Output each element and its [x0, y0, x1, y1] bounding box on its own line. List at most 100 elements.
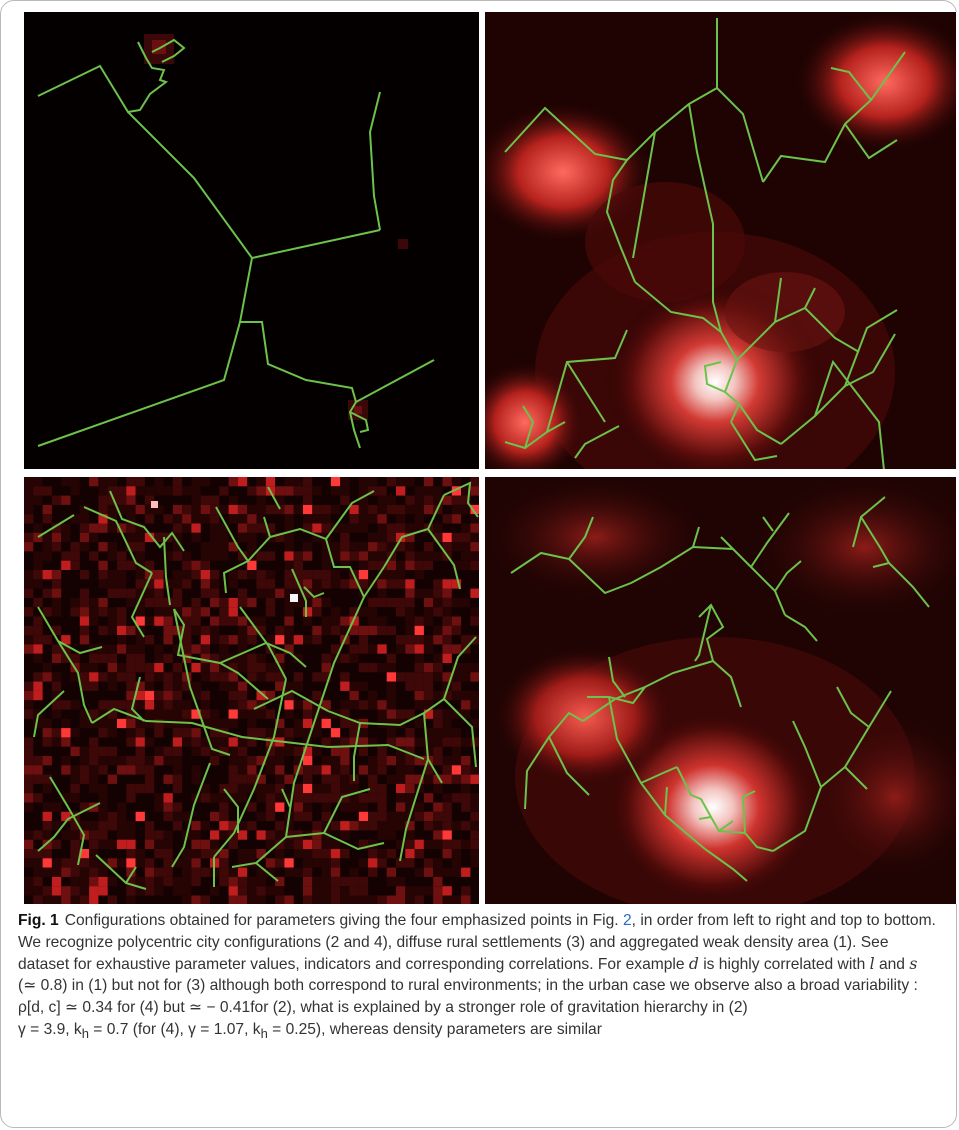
density-cell	[107, 477, 117, 487]
density-cell	[368, 821, 378, 831]
figure-reference-link[interactable]: 2	[622, 912, 632, 929]
density-cell	[423, 793, 434, 803]
density-cell	[368, 616, 378, 626]
density-cell	[172, 477, 183, 487]
density-cell	[210, 709, 220, 719]
density-cell	[451, 672, 462, 682]
density-cell	[358, 746, 369, 756]
density-cell	[117, 625, 127, 636]
density-cell	[330, 746, 341, 756]
density-cell	[70, 783, 80, 794]
density-cell	[303, 495, 313, 505]
density-cell	[210, 495, 220, 505]
density-cell	[144, 495, 155, 505]
density-cell	[414, 849, 424, 859]
density-cell	[265, 551, 276, 561]
caption-text: and	[874, 955, 910, 973]
density-cell	[312, 570, 322, 580]
road-network	[504, 18, 906, 469]
figure-caption: Fig. 1 Configurations obtained for parame…	[18, 910, 938, 1045]
density-cell	[275, 895, 285, 904]
density-cell	[33, 477, 43, 487]
density-cell	[265, 839, 276, 849]
density-cell	[126, 542, 136, 552]
density-cell	[219, 821, 229, 831]
density-cell	[191, 765, 201, 775]
density-cell	[386, 504, 396, 515]
density-cell	[386, 653, 396, 663]
density-cell	[377, 830, 387, 840]
density-cell	[423, 560, 434, 570]
density-cell	[470, 486, 479, 496]
density-cell	[61, 858, 71, 868]
density-cell	[405, 504, 415, 515]
density-cell	[303, 588, 313, 598]
density-cell	[405, 635, 415, 645]
density-cell	[79, 504, 90, 515]
density-cell	[191, 477, 201, 487]
density-cell	[386, 542, 396, 552]
density-cell	[51, 672, 62, 682]
density-cell	[33, 625, 43, 636]
density-cell	[89, 867, 99, 877]
density-cell	[61, 477, 71, 487]
density-cell	[358, 607, 369, 617]
density-cell	[321, 802, 331, 812]
density-cell	[303, 811, 313, 822]
density-cell	[70, 746, 80, 756]
density-cell	[126, 514, 136, 524]
density-cell	[247, 700, 257, 710]
density-cell	[321, 523, 331, 533]
density-cell	[219, 551, 229, 561]
density-cell	[200, 504, 210, 515]
density-cell	[293, 811, 303, 822]
density-cell	[386, 849, 396, 859]
density-cell	[61, 718, 71, 729]
density-cell	[154, 876, 164, 887]
density-cell	[293, 783, 303, 794]
density-cell	[237, 625, 248, 636]
density-cell	[144, 588, 155, 598]
density-cell	[442, 514, 452, 524]
density-cell	[42, 858, 52, 868]
density-cell	[330, 486, 341, 496]
density-cell	[247, 737, 257, 747]
density-cell	[107, 774, 117, 784]
density-cell	[349, 653, 359, 663]
density-cell	[98, 504, 108, 515]
density-cell	[191, 876, 201, 887]
density-cell	[349, 793, 359, 803]
caption-formula-gamma: γ = 3.9, k	[18, 1020, 82, 1038]
density-cell	[98, 811, 108, 822]
density-cell	[89, 532, 99, 543]
density-cell	[144, 616, 155, 626]
density-cell	[182, 504, 192, 515]
density-cell	[144, 560, 155, 570]
density-cell	[98, 783, 108, 794]
density-cell	[461, 886, 471, 896]
density-cell	[414, 737, 424, 747]
density-cell	[154, 616, 164, 626]
density-cell	[442, 821, 452, 831]
density-peak	[755, 477, 956, 617]
density-cell	[24, 709, 34, 719]
density-cell	[284, 532, 294, 543]
density-cell	[237, 895, 248, 904]
density-cell	[312, 830, 322, 840]
density-cell	[349, 681, 359, 691]
density-cell	[256, 514, 266, 524]
density-cell	[247, 821, 257, 831]
density-cell	[144, 579, 155, 589]
density-cell	[284, 690, 294, 701]
density-cell	[210, 542, 220, 552]
density-cell	[396, 709, 406, 719]
density-cell	[107, 588, 117, 598]
density-cell	[61, 728, 71, 738]
density-cell	[377, 523, 387, 533]
density-cell	[358, 793, 369, 803]
density-cell	[423, 811, 434, 822]
density-cell	[358, 560, 369, 570]
density-cell	[107, 579, 117, 589]
density-cell	[275, 625, 285, 636]
density-cell	[200, 821, 210, 831]
